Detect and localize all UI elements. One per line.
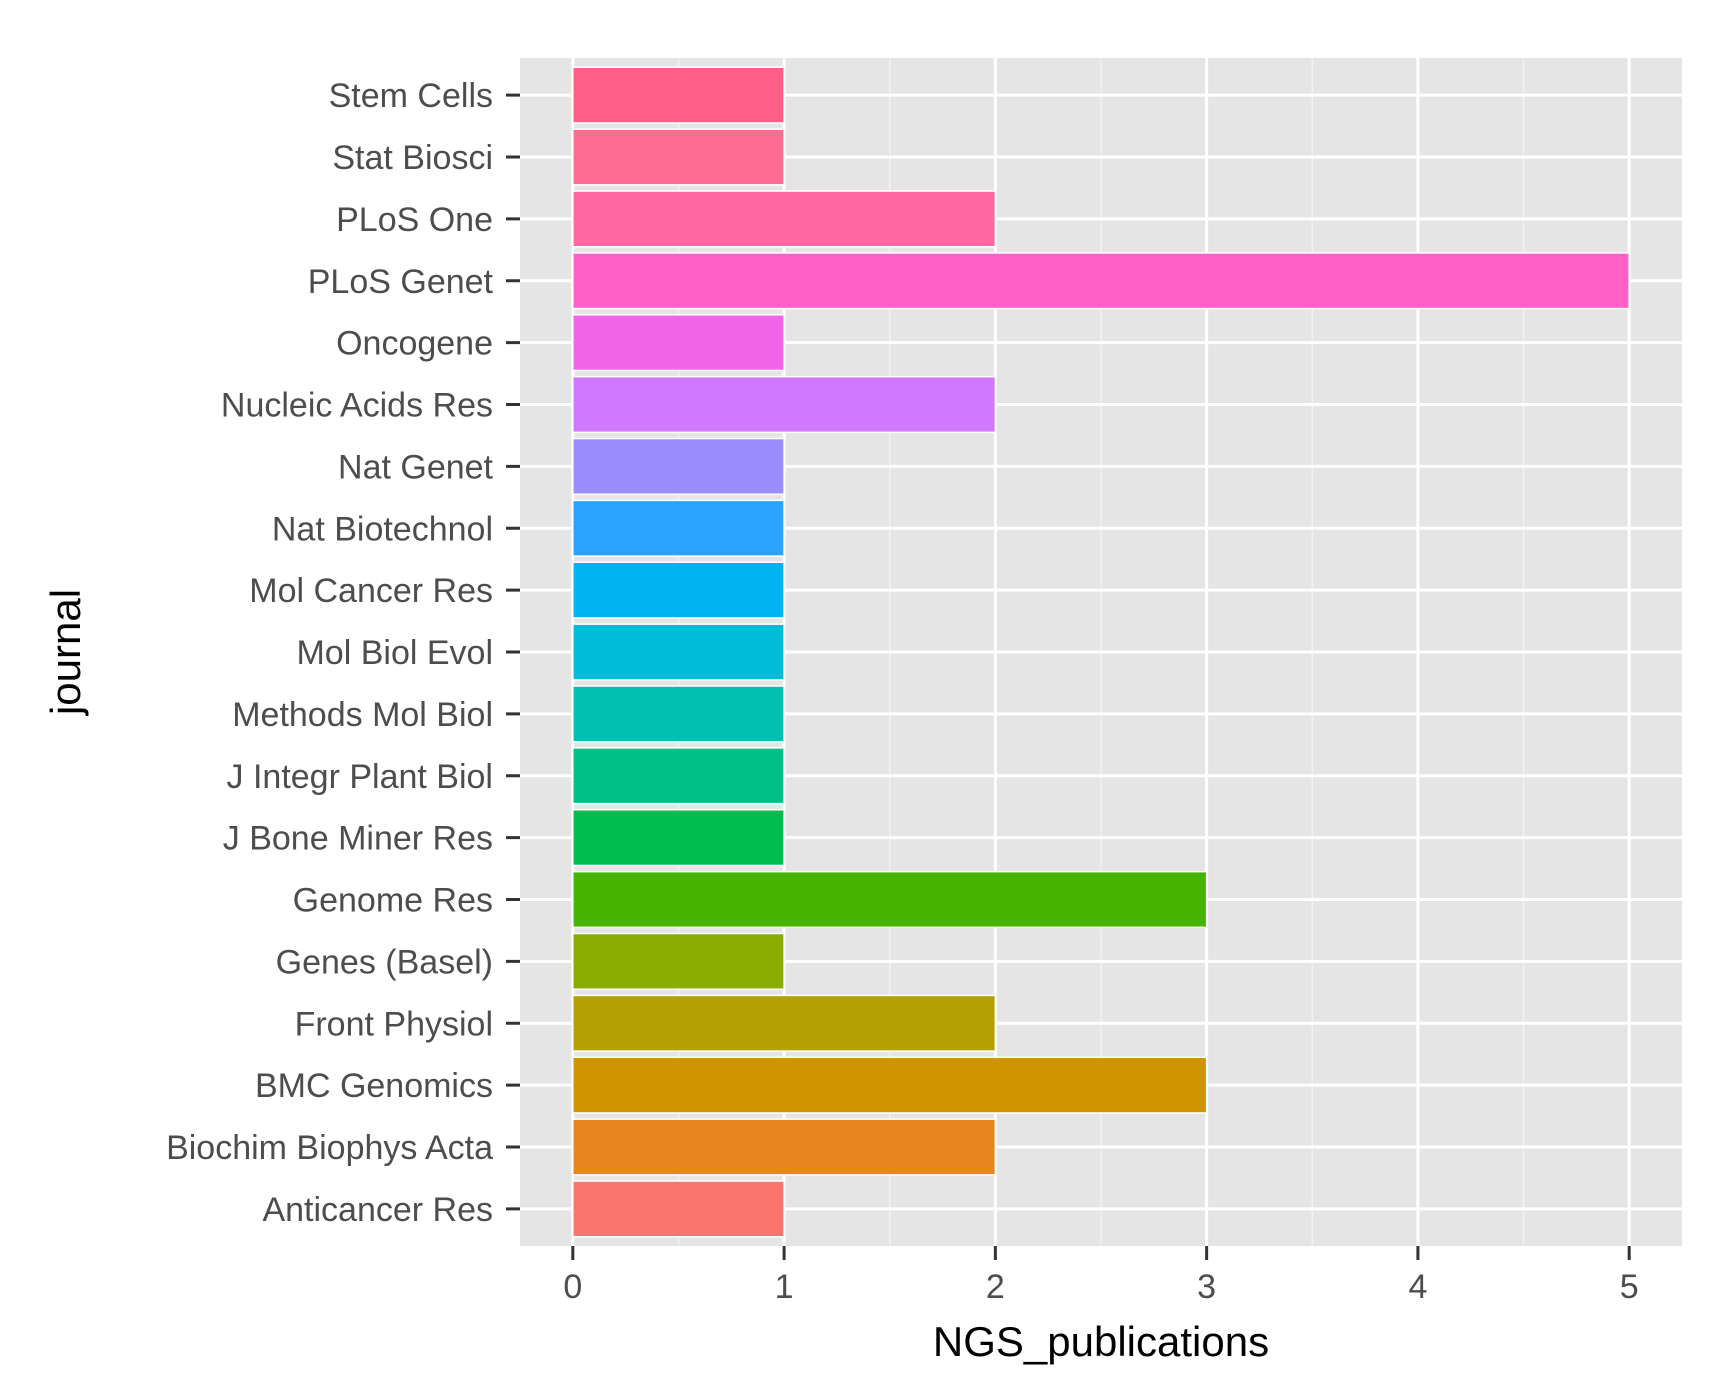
bar-j-integr-plant-biol (572, 747, 785, 805)
y-axis-title: journal (42, 589, 89, 717)
bar-genes-basel (572, 932, 785, 990)
bar-stat-biosci (572, 128, 785, 186)
bar-plos-genet (572, 252, 1630, 310)
y-tick-label: Oncogene (336, 325, 493, 363)
bar-biochim-biophys-acta (572, 1118, 997, 1176)
bar-mol-biol-evol (572, 623, 785, 681)
x-axis-title: NGS_publications (933, 1318, 1269, 1365)
x-tick-label: 1 (775, 1268, 794, 1306)
bar-nat-biotechnol (572, 499, 785, 557)
y-tick-label: Stat Biosci (332, 139, 493, 177)
x-tick-label: 0 (563, 1268, 582, 1306)
bar-nucleic-acids-res (572, 375, 997, 434)
bar-anticancer-res (572, 1180, 785, 1238)
bars (572, 66, 1630, 1238)
y-tick-label: J Integr Plant Biol (227, 758, 493, 796)
y-tick-label: Methods Mol Biol (232, 696, 493, 734)
bar-methods-mol-biol (572, 685, 785, 743)
bar-bmc-genomics (572, 1056, 1208, 1114)
y-tick-label: PLoS One (336, 201, 493, 239)
y-tick-label: Anticancer Res (262, 1191, 493, 1229)
x-tick-label: 2 (986, 1268, 1005, 1306)
x-tick-label: 3 (1197, 1268, 1216, 1306)
y-tick-label: Mol Biol Evol (296, 634, 493, 672)
y-tick-label: Front Physiol (295, 1005, 493, 1043)
y-tick-label: Nat Genet (338, 448, 494, 486)
bar-mol-cancer-res (572, 561, 785, 619)
y-axis: Anticancer Res Biochim Biophys Acta BMC Ge… (166, 77, 520, 1229)
bar-j-bone-miner-res (572, 809, 785, 867)
y-tick-label: Nat Biotechnol (272, 510, 493, 548)
bar-oncogene (572, 314, 785, 372)
x-axis: 0 1 2 3 4 5 (563, 1246, 1639, 1306)
bar-stem-cells (572, 66, 785, 124)
y-tick-label: Genome Res (293, 882, 493, 920)
y-tick-label: Genes (Basel) (276, 943, 493, 981)
y-tick-label: Nucleic Acids Res (221, 387, 493, 425)
y-tick-label: BMC Genomics (255, 1067, 493, 1105)
y-tick-label: J Bone Miner Res (223, 820, 493, 858)
x-tick-label: 5 (1620, 1268, 1639, 1306)
bar-front-physiol (572, 994, 997, 1052)
x-tick-label: 4 (1408, 1268, 1427, 1306)
y-tick-label: Biochim Biophys Acta (166, 1129, 493, 1167)
bar-plos-one (572, 190, 997, 248)
y-tick-label: Mol Cancer Res (249, 572, 493, 610)
bar-nat-genet (572, 437, 785, 495)
y-tick-label: Stem Cells (329, 77, 493, 115)
y-tick-label: PLoS Genet (308, 263, 494, 301)
bar-genome-res (572, 870, 1208, 929)
